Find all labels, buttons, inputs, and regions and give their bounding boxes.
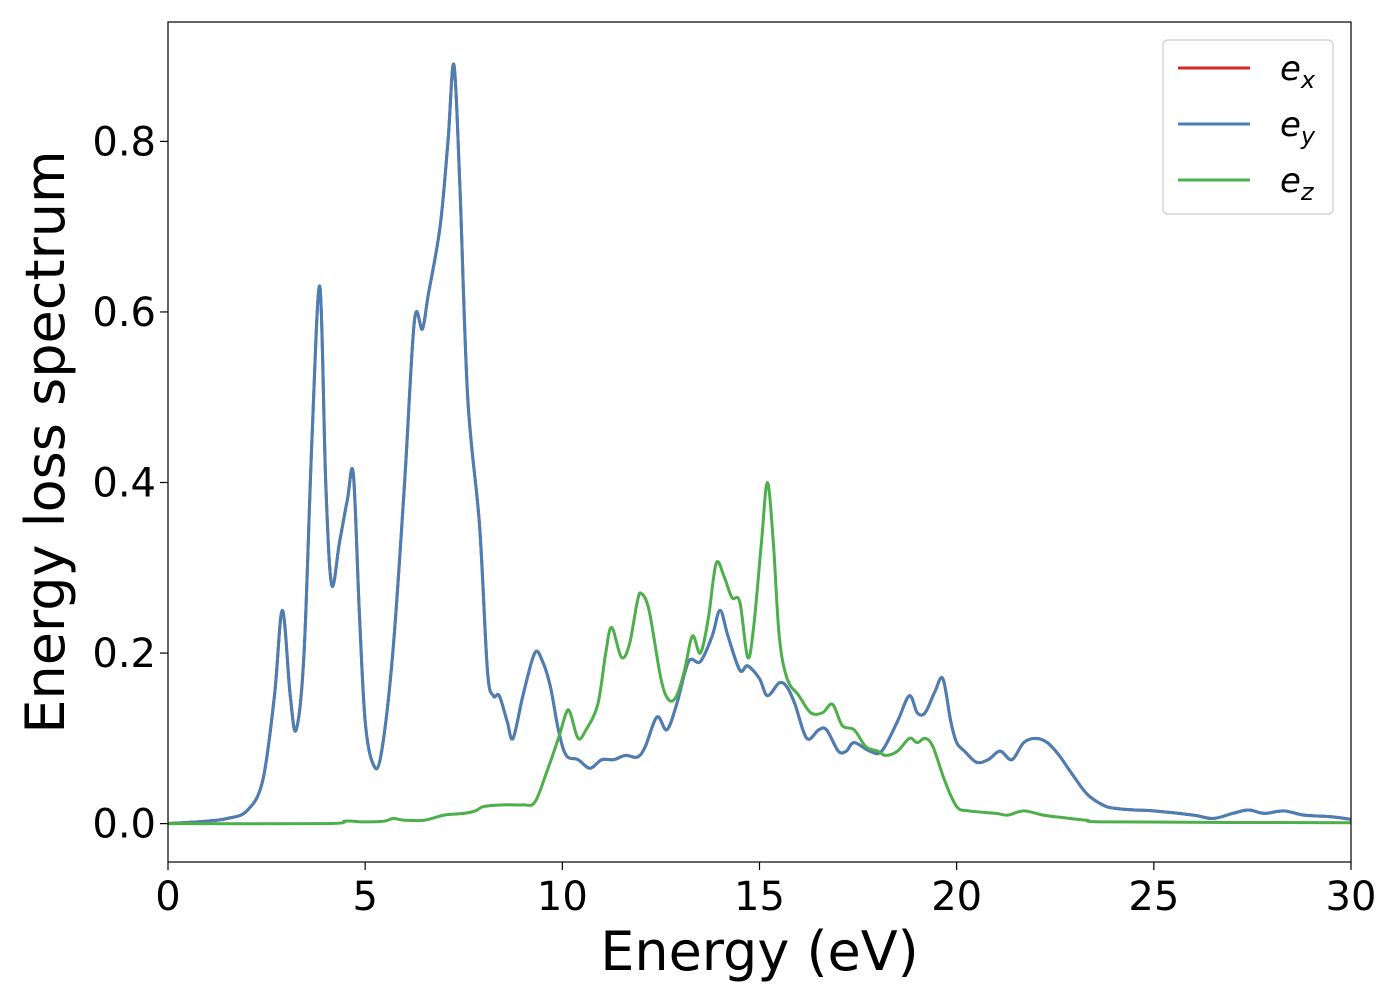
x-tick-label: 10 [537,874,588,920]
legend-label-base: e [1280,105,1301,145]
legend-label-subscript: x [1300,66,1316,94]
y-axis-title: Energy loss spectrum [14,150,77,733]
legend-label-base: e [1280,161,1301,201]
series-lines [168,62,1351,826]
y-tick-label: 0.4 [92,461,156,507]
legend-label-y: ey [1280,105,1316,150]
x-tick-label: 15 [734,874,785,920]
x-tick-label: 20 [931,874,982,920]
y-tick-label: 0.8 [92,119,156,165]
x-tick-label: 5 [352,874,377,920]
x-axis: 0 5 10 15 20 25 30 [155,862,1376,920]
x-tick-label: 30 [1326,874,1377,920]
series-line-y [168,62,1351,826]
legend-label-subscript: y [1300,122,1316,150]
legend-box [1162,39,1334,215]
x-axis-title: Energy (eV) [600,920,919,983]
y-tick-label: 0.0 [92,802,156,848]
x-tick-label: 0 [155,874,180,920]
legend-label-subscript: z [1300,178,1315,206]
y-tick-label: 0.2 [92,631,156,677]
legend-label-x: ex [1280,49,1316,94]
legend-label-z: ez [1280,161,1315,206]
y-axis: 0.0 0.2 0.4 0.6 0.8 [92,119,168,848]
y-tick-label: 0.6 [92,290,156,336]
x-tick-label: 25 [1128,874,1179,920]
legend-label-base: e [1280,49,1301,89]
series-line-z [168,481,1351,826]
